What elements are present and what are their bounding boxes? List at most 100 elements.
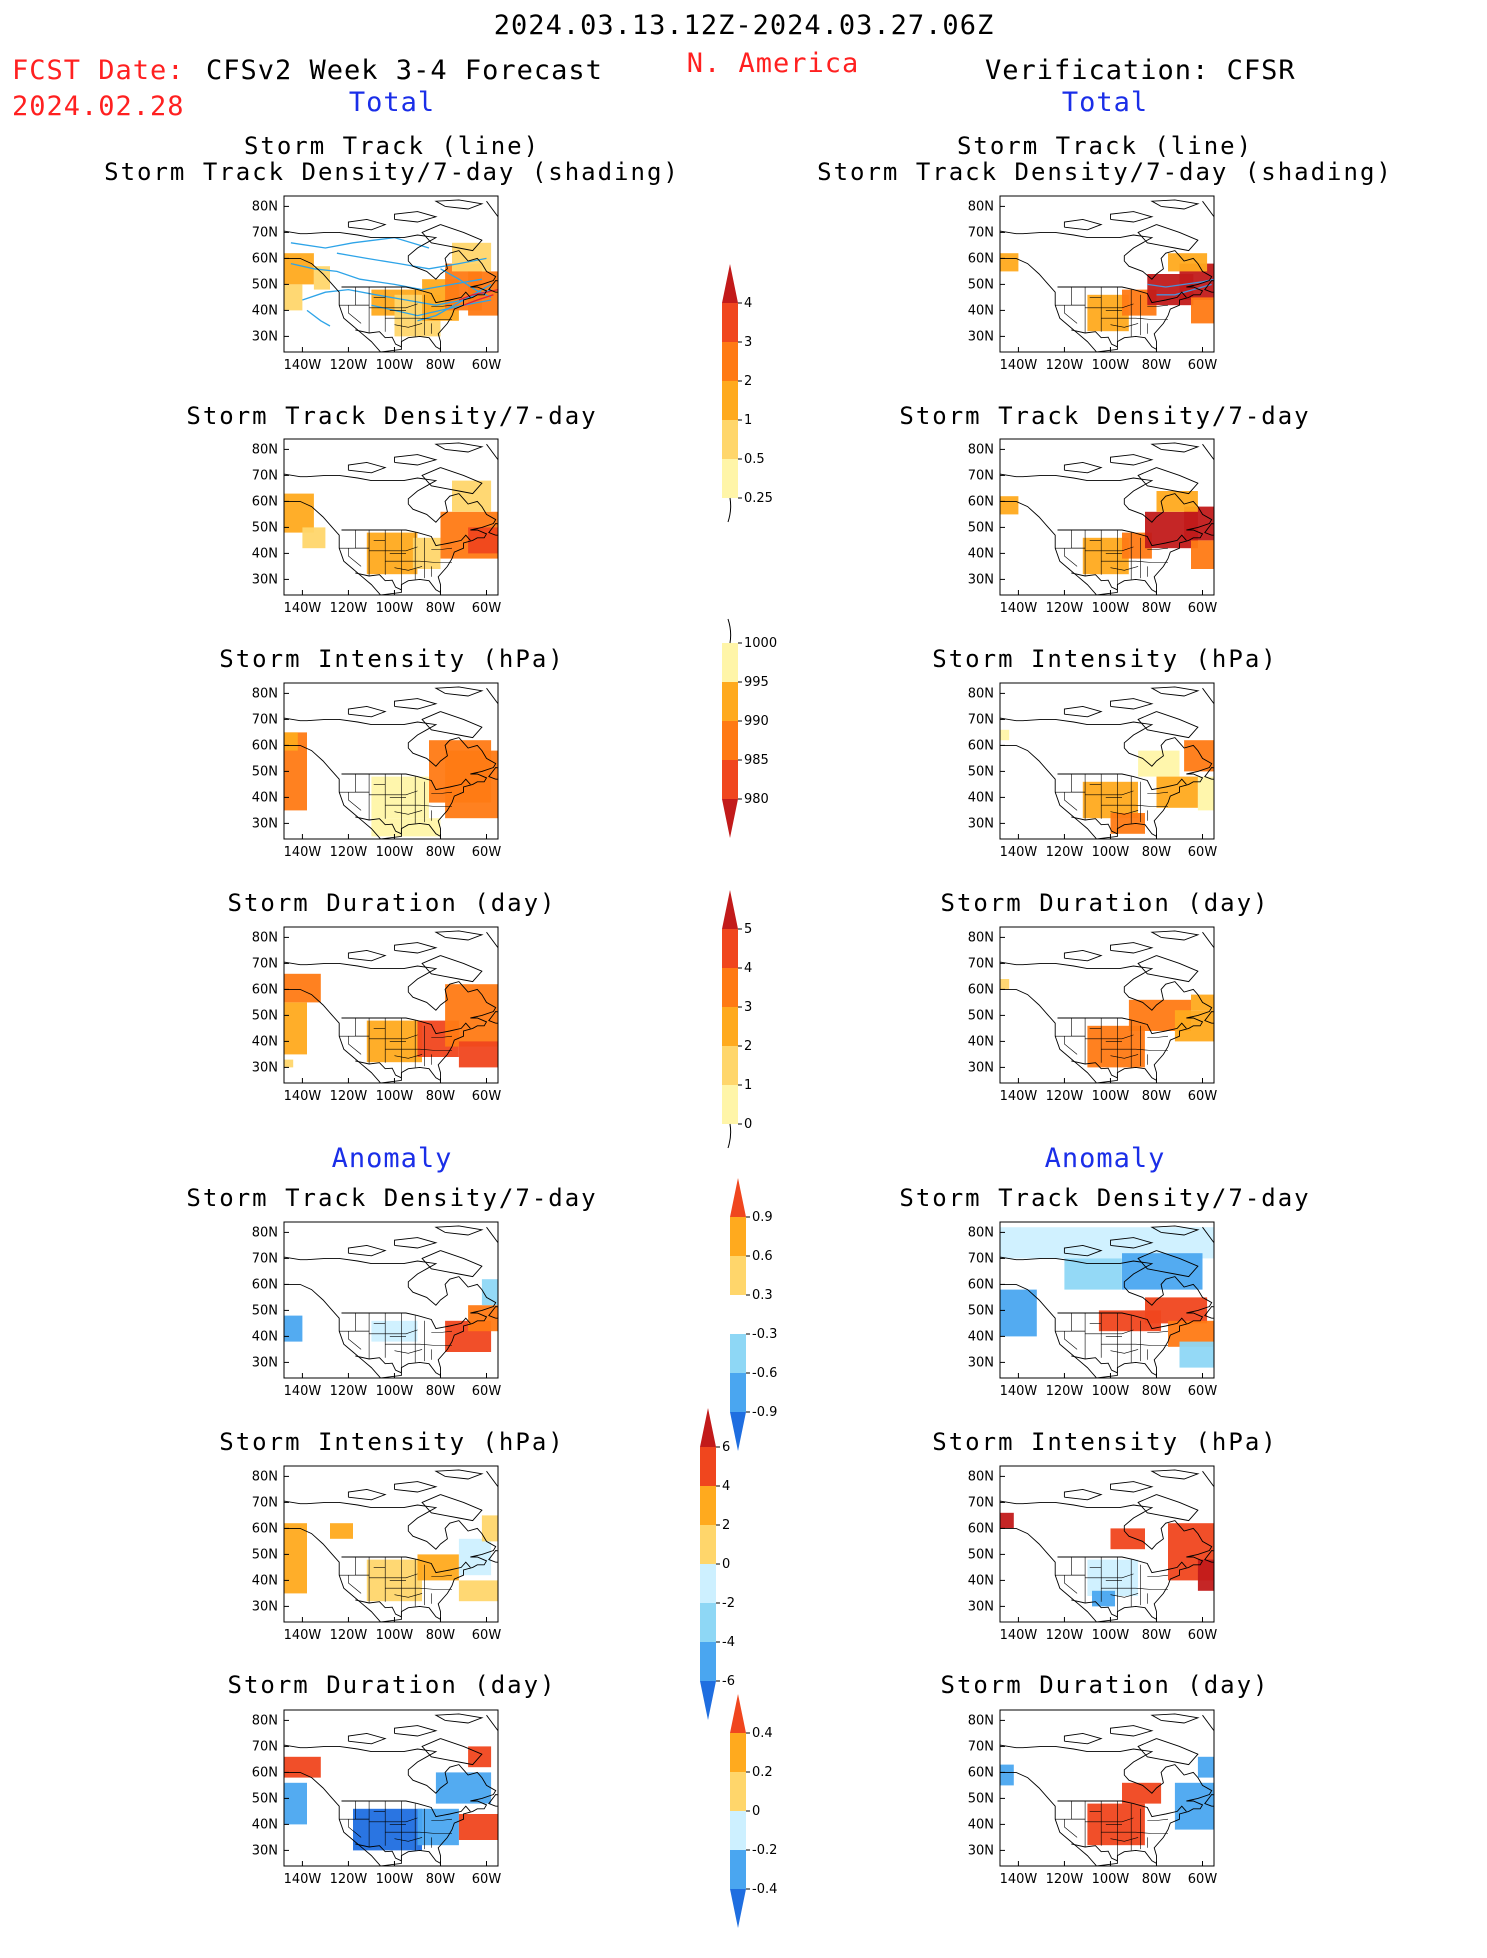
colorbar-label: 0.4: [752, 1726, 773, 1741]
map-fc-density-anom: 80N 70N 60N 50N 40N 30N 140W 120W 100W 80W 60W: [252, 1221, 501, 1399]
country-border: [341, 1312, 471, 1330]
colorbar-swatch: [722, 264, 738, 303]
colorbar-swatch: [730, 1334, 746, 1373]
state-border: [431, 1035, 453, 1038]
coastline: [1150, 1469, 1200, 1480]
lat-tick-label: 70N: [968, 712, 994, 727]
colorbar-label: 3: [744, 1000, 752, 1015]
country-border: [341, 529, 471, 547]
lat-tick-label: 80N: [252, 199, 278, 214]
lat-tick-label: 60N: [968, 982, 994, 997]
lat-tick-label: 60N: [252, 1277, 278, 1292]
lon-tick-label: 120W: [1046, 1872, 1084, 1887]
lon-tick-label: 120W: [1046, 601, 1084, 616]
title-fc-track-shading: Storm Track Density/7-day (shading): [104, 158, 680, 186]
lat-tick-label: 50N: [252, 1303, 278, 1318]
lon-tick-label: 100W: [1092, 601, 1130, 616]
lon-tick-label: 100W: [376, 1384, 414, 1399]
lat-tick-label: 60N: [252, 738, 278, 753]
map-vr-density-anom: 80N 70N 60N 50N 40N 30N 140W 120W 100W 80W 60W: [968, 1221, 1218, 1399]
coastline: [1150, 1225, 1200, 1236]
shade-cell: [284, 1315, 303, 1342]
country-border: [1057, 529, 1187, 547]
coastline: [486, 927, 498, 949]
state-border: [1071, 1018, 1086, 1037]
colorbar-swatch: [700, 1525, 716, 1564]
state-border: [1085, 790, 1134, 796]
track-line: [290, 236, 430, 249]
state-border: [1147, 1330, 1169, 1333]
colorbar-label: 985: [744, 753, 769, 768]
state-border: [1071, 1801, 1086, 1820]
coastline: [434, 930, 484, 941]
lon-tick-label: 120W: [1046, 845, 1084, 860]
coastline: [347, 1488, 387, 1501]
lon-tick-label: 80W: [1142, 358, 1172, 373]
coastline: [1063, 218, 1103, 231]
map-frame: [999, 1465, 1215, 1623]
state-border: [369, 1329, 418, 1335]
total-label-left: Total: [348, 87, 436, 118]
colorbar-duration: 5 4 3 2 1 0: [722, 890, 752, 1149]
lat-tick-label: 70N: [252, 225, 278, 240]
coastline: [394, 1481, 438, 1493]
state-border: [431, 1574, 453, 1577]
map-fc-track: 80N 70N 60N 50N 40N 30N 140W 120W 100W 80W 60W: [252, 195, 501, 373]
state-border: [431, 547, 453, 550]
coastline: [394, 942, 438, 954]
colorbar-label: 5: [744, 922, 752, 937]
coastline: [434, 1225, 484, 1236]
shade-cell: [458, 1580, 498, 1602]
state-border: [385, 1587, 452, 1590]
state-border: [1064, 1819, 1078, 1838]
colorbar-label: 0: [752, 1804, 760, 1819]
lon-tick-label: 100W: [1092, 845, 1130, 860]
lon-tick-label: 60W: [1188, 601, 1218, 616]
country-border: [341, 1556, 471, 1574]
lon-tick-label: 60W: [1188, 1872, 1218, 1887]
lon-tick-label: 60W: [1188, 1384, 1218, 1399]
map-vr-intensity-anom: 80N 70N 60N 50N 40N 30N 140W 120W 100W 80W 60W: [968, 1465, 1217, 1643]
coastline: [1000, 1744, 1213, 1866]
shade-cell: [284, 1059, 294, 1068]
lon-tick-label: 120W: [330, 1089, 368, 1104]
lat-tick-label: 40N: [968, 1817, 994, 1832]
shade-cell: [1000, 253, 1019, 272]
coastline: [1150, 1713, 1200, 1724]
state-border: [1085, 546, 1134, 552]
coastline: [1063, 949, 1103, 962]
state-border: [385, 1831, 452, 1834]
coastline: [1063, 1488, 1103, 1501]
state-border: [369, 1034, 418, 1040]
lon-tick-label: 80W: [1142, 1628, 1172, 1643]
coastline: [1204, 1550, 1214, 1563]
coastline: [1204, 1306, 1214, 1319]
colorbar-swatch: [730, 1772, 746, 1811]
state-border: [348, 792, 362, 811]
state-border: [348, 305, 362, 324]
coastline: [421, 467, 483, 495]
shade-cell: [1000, 1764, 1014, 1786]
lon-tick-label: 140W: [1000, 1628, 1038, 1643]
coastline: [1202, 439, 1214, 461]
lon-tick-label: 140W: [1000, 1089, 1038, 1104]
coastline: [421, 1738, 483, 1766]
lat-tick-label: 80N: [968, 199, 994, 214]
anomaly-label-right: Anomaly: [1044, 1143, 1166, 1174]
state-border: [1110, 1593, 1139, 1598]
lat-tick-label: 50N: [252, 1791, 278, 1806]
coastline: [1110, 1237, 1154, 1249]
lat-tick-label: 70N: [252, 1739, 278, 1754]
model-title: CFSv2 Week 3-4 Forecast: [206, 55, 603, 86]
lat-tick-label: 30N: [968, 572, 994, 587]
colorbar-intensity: 1000 995 990 985 980: [722, 618, 777, 838]
colorbar-swatch: [730, 1412, 746, 1451]
state-border: [1110, 810, 1139, 815]
lat-tick-label: 30N: [252, 1060, 278, 1075]
lat-tick-label: 50N: [968, 1303, 994, 1318]
colorbar-swatch: [722, 381, 738, 420]
state-border: [369, 1817, 418, 1823]
lon-tick-label: 100W: [376, 1089, 414, 1104]
map-vr-duration-anom: 80N 70N 60N 50N 40N 30N 140W 120W 100W 80W 60W: [968, 1709, 1218, 1887]
coastline: [421, 224, 483, 252]
